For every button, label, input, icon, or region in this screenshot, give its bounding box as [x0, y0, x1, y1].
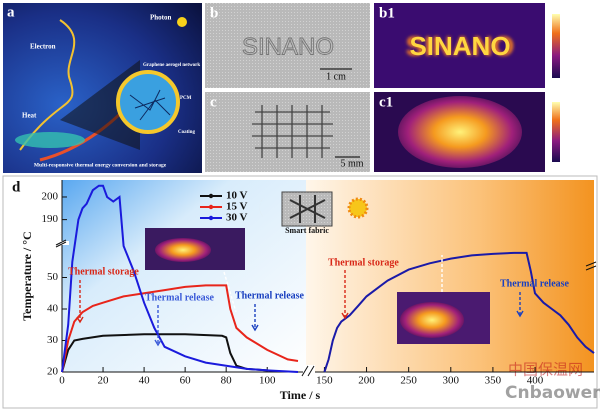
- y-tick-label: 40: [47, 303, 59, 315]
- panel-c: 5 mm c: [205, 92, 370, 172]
- arrow-head: [516, 310, 524, 318]
- thermal-glow: [398, 96, 522, 168]
- panel-label: a: [7, 4, 15, 20]
- inset-arrow: [223, 271, 237, 313]
- panel-label: d: [12, 179, 21, 195]
- annotation: Thermal release: [500, 278, 570, 289]
- x-tick-label: 40: [139, 375, 151, 387]
- axis-break: [301, 365, 315, 377]
- panel-label: c: [210, 94, 217, 110]
- x-tick-label: 80: [221, 375, 233, 387]
- panel-label: b1: [379, 5, 395, 21]
- axis-break: [585, 261, 597, 271]
- text: Graphene aerogel network: [143, 63, 200, 68]
- x-tick-label: 400: [527, 375, 544, 387]
- arrow-head: [251, 324, 259, 332]
- watermark: Cnbaowen: [505, 383, 600, 403]
- x-tick-label: 60: [180, 375, 192, 387]
- x-tick-label: 0: [59, 375, 65, 387]
- legend-label: 15 V: [226, 201, 248, 213]
- zoom-cone: [60, 60, 140, 150]
- colorbar: [552, 102, 560, 162]
- network: [129, 89, 171, 121]
- axis-break: [55, 239, 67, 248]
- image-glow: SINANO: [406, 30, 515, 61]
- panel-b: SINANO 1 cm b: [205, 3, 370, 88]
- text: PCM: [180, 96, 192, 101]
- annotation: Thermal release: [145, 292, 215, 303]
- annotation: Thermal storage: [68, 266, 139, 277]
- panel-b1: SINANO SINANO b1: [374, 3, 590, 88]
- annotation: Thermal release: [235, 290, 305, 301]
- inset-glow: [400, 302, 464, 338]
- legend-label: 10 V: [226, 190, 248, 202]
- photo: [205, 3, 370, 88]
- panel-label: b: [210, 5, 218, 21]
- fabric-pattern: [289, 195, 326, 223]
- panel-label: c1: [379, 94, 393, 110]
- legend-marker: [208, 204, 214, 210]
- image-text: SINANO: [409, 31, 510, 61]
- panel-c1: c1: [374, 92, 590, 172]
- legend-marker: [208, 215, 214, 221]
- x-tick-label: 200: [358, 375, 375, 387]
- y-tick-label: 200: [42, 191, 59, 203]
- arrow-head: [154, 339, 162, 347]
- series-line: [61, 284, 299, 373]
- image-text: SINANO: [242, 33, 334, 60]
- text: Electron: [30, 43, 56, 51]
- x-axis-label: Time / s: [280, 388, 321, 402]
- series-line: [61, 184, 299, 373]
- sphere: [116, 70, 180, 134]
- pattern: [252, 105, 333, 158]
- scale-text: 5 mm: [340, 158, 363, 169]
- panel-a: a Electron Photon Heat Graphene aerogel …: [3, 3, 202, 173]
- series-line: [61, 333, 268, 373]
- y-tick-label: 50: [47, 271, 59, 283]
- y-tick-label: 30: [47, 334, 59, 346]
- sun: [347, 197, 369, 219]
- scale-text: 1 cm: [326, 71, 346, 82]
- sun: [177, 17, 187, 27]
- photo: [205, 92, 370, 172]
- inset-glow: [155, 238, 211, 262]
- x-tick-label: 350: [485, 375, 502, 387]
- y-axis-label: Temperature / °C: [20, 231, 34, 320]
- arrow-head: [76, 316, 84, 324]
- text: Multi-responsive thermal energy conversi…: [34, 162, 167, 168]
- colorbar: [552, 14, 560, 78]
- legend-marker: [208, 193, 214, 199]
- colorbar-area: [545, 3, 590, 88]
- text: Heat: [22, 112, 37, 120]
- x-tick-label: 300: [443, 375, 460, 387]
- plot-left-bg: [62, 180, 306, 372]
- annotation: Thermal storage: [328, 257, 399, 268]
- colorbar-area: [545, 92, 590, 172]
- panel-d: Smart fabric d Temperature / °C Time / s…: [2, 175, 600, 409]
- x-tick-label: 150: [316, 375, 333, 387]
- legend-label: 30 V: [226, 212, 248, 224]
- text: Photon: [150, 14, 172, 22]
- y-tick-label: 190: [42, 213, 59, 225]
- x-tick-label: 20: [98, 375, 110, 387]
- series-line: [323, 251, 595, 373]
- x-tick-label: 250: [400, 375, 417, 387]
- watermark: 中国保温网: [508, 361, 583, 379]
- caption: Smart fabric: [285, 226, 329, 235]
- heat-disc: [15, 132, 85, 148]
- arrow-head: [341, 312, 349, 320]
- text: Coating: [178, 130, 195, 135]
- x-tick-label: 100: [259, 375, 276, 387]
- y-tick-label: 20: [47, 366, 59, 378]
- light-ray: [19, 19, 76, 151]
- axis-break: [55, 241, 69, 245]
